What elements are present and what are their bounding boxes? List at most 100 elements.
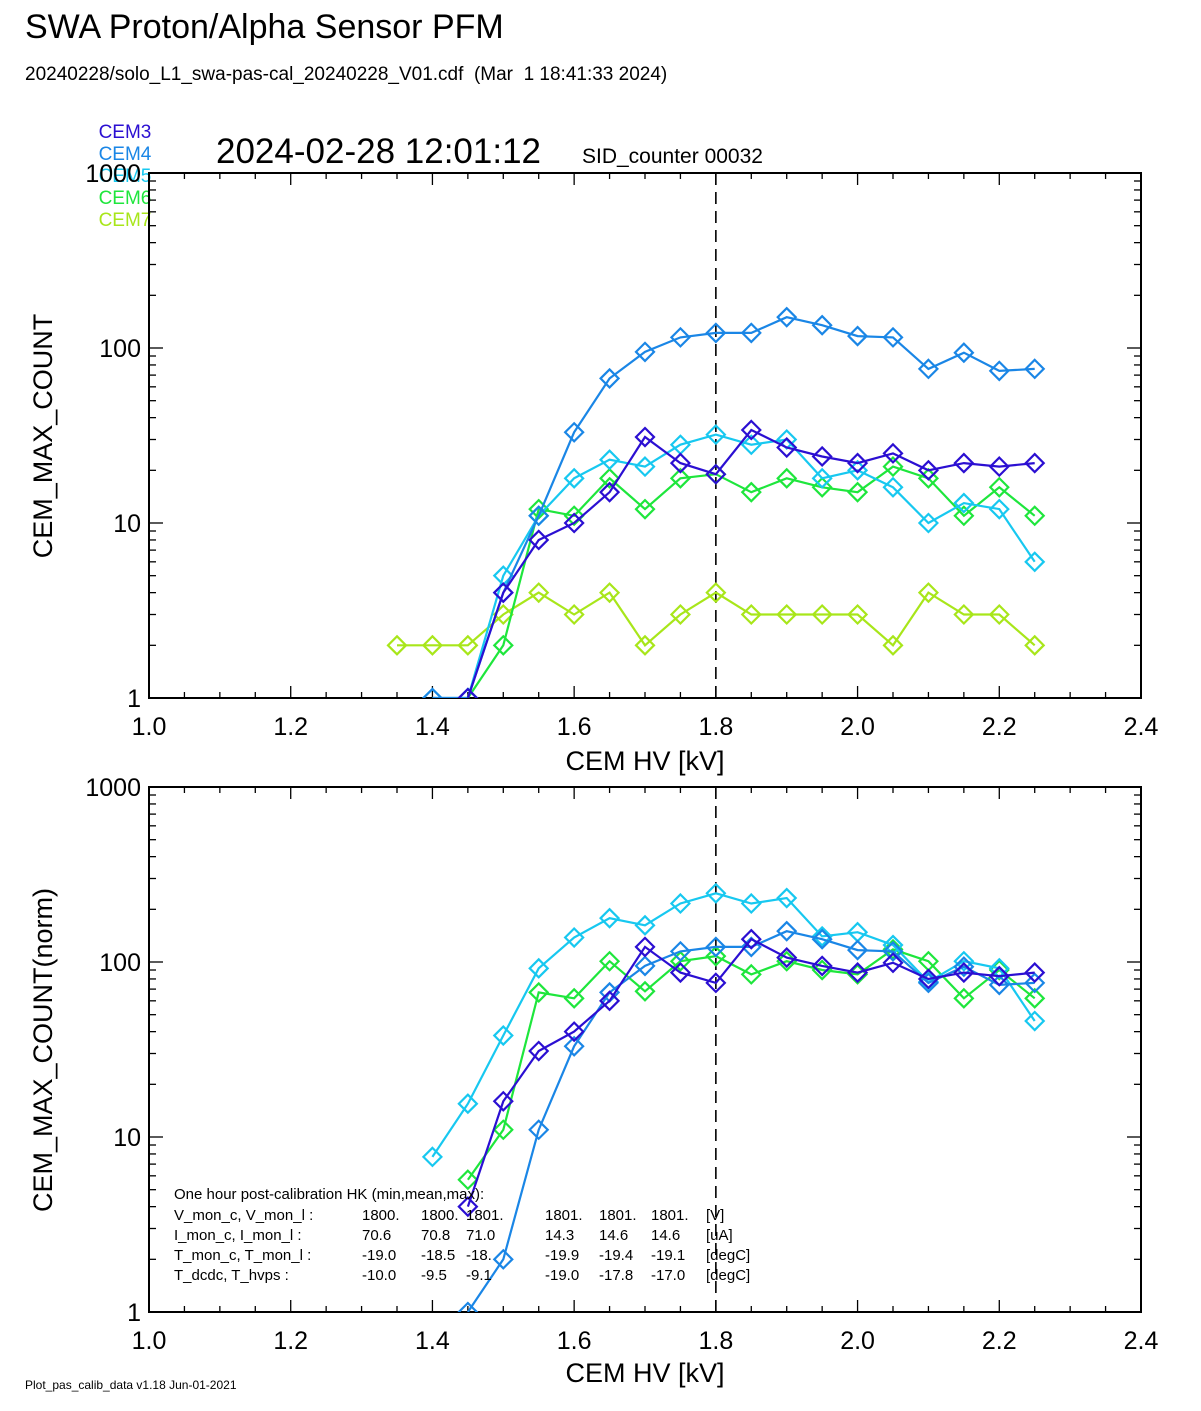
legend-item-cem4: CEM4 (98, 144, 152, 165)
data-point-cem3 (599, 481, 621, 503)
data-point-cem5 (634, 456, 656, 478)
data-point-cem6 (1024, 987, 1046, 1009)
hk-cell: 70.8 (421, 1227, 450, 1244)
data-point-cem4 (953, 956, 975, 978)
data-point-cem4 (1024, 972, 1046, 994)
data-point-cem5 (599, 449, 621, 471)
data-point-cem3 (953, 452, 975, 474)
data-point-cem5 (988, 498, 1010, 520)
data-point-cem7 (528, 582, 550, 604)
data-point-cem6 (740, 963, 762, 985)
x-axis-label: CEM HV [kV] (565, 1358, 724, 1388)
data-point-cem6 (634, 498, 656, 520)
x-tick-label: 1.8 (698, 713, 733, 741)
file-info: 20240228/solo_L1_swa-pas-cal_20240228_V0… (25, 64, 668, 85)
data-point-cem6 (457, 1169, 479, 1191)
hk-cell: 14.6 (651, 1227, 680, 1244)
data-point-cem4 (528, 505, 550, 527)
data-point-cem7 (776, 603, 798, 626)
data-point-cem4 (421, 687, 443, 698)
data-point-cem4 (988, 974, 1010, 996)
data-point-cem4 (563, 1035, 585, 1057)
page-title: SWA Proton/Alpha Sensor PFM (25, 8, 504, 46)
data-point-cem6 (634, 980, 656, 1002)
data-point-cem3 (847, 962, 869, 984)
data-point-cem3 (705, 972, 727, 994)
data-point-cem4 (457, 1301, 479, 1312)
data-point-cem4 (705, 322, 727, 344)
data-point-cem5 (563, 467, 585, 489)
data-point-cem4 (599, 367, 621, 389)
data-point-cem5 (953, 950, 975, 972)
data-point-cem3 (528, 1040, 550, 1062)
data-point-cem6 (882, 456, 904, 478)
data-point-cem3 (847, 452, 869, 474)
data-point-cem3 (563, 1021, 585, 1043)
y-tick-label: 100 (99, 335, 141, 363)
data-point-cem7 (988, 603, 1010, 626)
data-point-cem4 (811, 314, 833, 336)
hk-cell: I_mon_c, I_mon_l : (174, 1227, 302, 1244)
data-point-cem5 (1024, 1010, 1046, 1032)
hk-cell: [uA] (706, 1227, 733, 1244)
data-point-cem4 (917, 358, 939, 380)
data-point-cem5 (811, 467, 833, 489)
hk-cell: -17.0 (651, 1267, 685, 1284)
data-point-cem4 (634, 341, 656, 363)
data-point-cem7 (847, 603, 869, 626)
data-point-cem4 (563, 421, 585, 443)
data-point-cem6 (740, 481, 762, 503)
data-point-cem5 (917, 512, 939, 534)
legend-item-cem5: CEM5 (98, 166, 152, 187)
series-line-cem7 (397, 591, 1036, 647)
hk-cell: 14.6 (599, 1227, 628, 1244)
data-point-cem3 (740, 928, 762, 950)
y-tick-label: 10 (113, 1124, 141, 1152)
footer-version: Plot_pas_calib_data v1.18 Jun-01-2021 (25, 1378, 237, 1392)
series-line-cem6 (466, 465, 1036, 698)
x-axis-label: CEM HV [kV] (565, 746, 724, 776)
data-point-cem3 (457, 687, 479, 698)
data-point-cem6 (599, 950, 621, 972)
data-point-cem3 (988, 456, 1010, 478)
data-point-cem4 (811, 928, 833, 950)
hk-cell: -18.5 (421, 1247, 455, 1264)
hk-heading: One hour post-calibration HK (min,mean,m… (174, 1186, 484, 1203)
data-point-cem3 (776, 947, 798, 969)
data-point-cem4 (953, 342, 975, 364)
data-point-cem6 (953, 987, 975, 1009)
series-line-cem3 (466, 428, 1035, 698)
data-point-cem6 (1024, 505, 1046, 527)
data-point-cem5 (705, 882, 727, 904)
x-tick-label: 1.8 (698, 1327, 733, 1355)
data-point-cem5 (563, 926, 585, 949)
hk-cell: -18. (466, 1247, 492, 1264)
data-point-cem5 (492, 1024, 514, 1047)
data-point-cem4 (776, 306, 798, 328)
legend-item-cem6: CEM6 (98, 188, 152, 209)
data-point-cem7 (563, 603, 585, 626)
data-point-cem5 (669, 892, 691, 915)
y-tick-label: 1 (127, 1299, 141, 1327)
data-point-cem4 (528, 1119, 550, 1141)
series-group (421, 882, 1046, 1312)
data-point-cem5 (740, 434, 762, 456)
data-point-cem4 (917, 972, 939, 994)
hk-cell: -19.9 (545, 1247, 579, 1264)
y-tick-label: 10 (113, 510, 141, 538)
data-point-cem7 (669, 603, 691, 626)
data-point-cem6 (953, 505, 975, 527)
hk-cell: V_mon_c, V_mon_l : (174, 1207, 313, 1224)
data-point-cem3 (1024, 962, 1046, 984)
data-point-cem6 (563, 505, 585, 527)
y-tick-label: 1000 (85, 160, 141, 188)
data-point-cem6 (563, 987, 585, 1009)
data-point-cem7 (882, 634, 904, 656)
x-tick-label: 1.0 (132, 713, 167, 741)
hk-cell: [V] (706, 1207, 724, 1224)
hk-cell: -9.5 (421, 1267, 447, 1284)
data-point-cem3 (811, 955, 833, 977)
data-point-cem4 (882, 326, 904, 348)
series-line-cem6 (467, 948, 1036, 1181)
